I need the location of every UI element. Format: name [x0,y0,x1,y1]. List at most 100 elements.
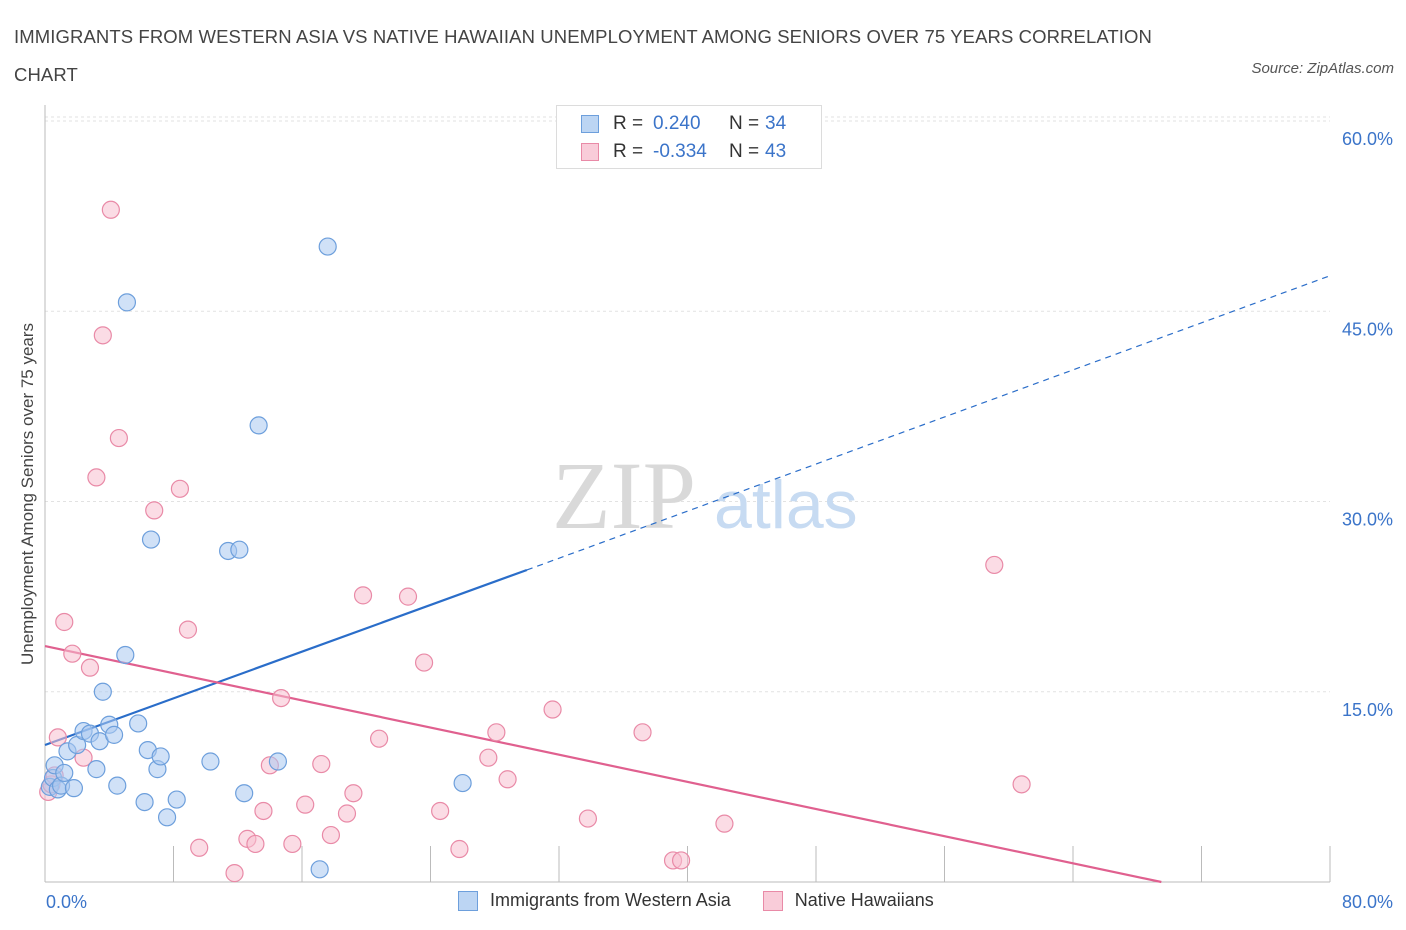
data-point-immigrants [235,784,254,803]
data-point-hawaiians [633,723,652,742]
data-point-hawaiians [80,658,100,677]
data-point-hawaiians [321,825,341,845]
data-point-immigrants [117,293,137,312]
legend-item-immigrants: Immigrants from Western Asia [458,890,731,911]
data-point-hawaiians [296,795,315,814]
data-point-hawaiians [272,688,291,708]
legend-n-label: N = [729,113,760,134]
data-point-hawaiians [170,479,190,498]
data-point-hawaiians [101,200,120,219]
data-point-hawaiians [254,801,273,821]
axes [44,105,1331,883]
data-point-immigrants [249,416,268,435]
x-tick-label: 80.0% [1342,892,1393,912]
data-point-hawaiians [578,809,598,828]
data-point-hawaiians [671,851,691,870]
data-point-immigrants [87,760,106,779]
data-point-immigrants [310,860,329,879]
data-point-immigrants [93,682,112,701]
data-point-hawaiians [414,653,434,672]
watermark: ZIP atlas [552,442,858,549]
data-point-immigrants [230,540,249,559]
x-tick-label: 0.0% [46,892,87,912]
data-point-hawaiians [109,428,128,448]
data-point-hawaiians [63,644,82,663]
data-point-immigrants [129,714,148,733]
legend-r-value: -0.334 [653,141,707,162]
data-point-hawaiians [283,834,302,854]
data-point-hawaiians [498,770,517,789]
data-point-hawaiians [312,754,331,774]
data-point-immigrants [104,725,124,744]
source-note: Source: ZipAtlas.com [1251,60,1394,77]
trend-lines [44,275,1331,884]
data-point-immigrants [201,752,220,771]
trend-line-immigrants [44,568,528,747]
data-point-hawaiians [450,839,469,859]
data-point-hawaiians [398,587,418,606]
y-tick-label: 45.0% [1342,319,1393,339]
data-point-hawaiians [353,586,373,605]
data-point-immigrants [318,237,337,256]
legend-row-immigrants: R = 0.240 N = 34 [581,111,786,137]
data-point-hawaiians [985,555,1004,575]
data-point-hawaiians [431,801,450,821]
series-legend: Immigrants from Western Asia Native Hawa… [458,890,966,911]
y-tick-label: 15.0% [1342,700,1393,720]
correlation-legend: R = 0.240 N = 34 R = -0.334 N = 43 [556,105,822,169]
data-point-immigrants [268,752,288,771]
tick-labels: 15.0% 30.0% 45.0% 60.0% 0.0% 80.0% [46,129,1393,912]
data-point-immigrants [453,773,472,793]
legend-item-hawaiians: Native Hawaiians [762,890,934,911]
legend-r-label: R = [613,113,644,134]
data-point-immigrants [167,790,186,809]
legend-n-label: N = [729,141,760,162]
data-point-hawaiians [178,620,198,639]
legend-swatch-blue [581,115,599,133]
data-point-immigrants [151,747,170,766]
data-point-hawaiians [190,838,209,857]
data-point-immigrants [116,645,135,665]
legend-swatch-pink [581,143,599,161]
data-point-hawaiians [370,729,389,748]
data-point-hawaiians [344,784,363,803]
legend-swatch-pink [762,890,783,911]
data-point-hawaiians [543,700,562,719]
data-point-immigrants [64,779,84,798]
data-point-hawaiians [93,326,112,345]
legend-row-hawaiians: R = -0.334 N = 43 [581,139,786,165]
legend-r-value: 0.240 [653,113,701,134]
data-point-immigrants [157,808,177,827]
data-point-hawaiians [1012,775,1031,794]
data-point-immigrants [135,792,154,812]
legend-label-hawaiians: Native Hawaiians [794,890,934,910]
data-point-hawaiians [487,723,506,742]
y-tick-label: 60.0% [1342,129,1393,149]
grid-lines [45,116,1330,693]
legend-n-value: 34 [765,113,787,134]
data-point-hawaiians [715,814,734,833]
trend-line-hawaiians [44,645,1162,884]
data-point-hawaiians [246,834,265,854]
chart-title: IMMIGRANTS FROM WESTERN ASIA VS NATIVE H… [14,26,1153,85]
legend-n-value: 43 [765,141,787,162]
watermark-zip: ZIP [552,442,696,549]
legend-swatch-blue [458,890,478,911]
data-point-hawaiians [225,864,244,883]
data-point-hawaiians [479,748,498,767]
watermark-atlas: atlas [714,467,858,543]
data-point-immigrants [55,763,74,783]
y-axis-label: Unemployment Among Seniors over 75 years [18,322,37,666]
legend-r-label: R = [613,141,644,162]
data-point-hawaiians [337,804,357,823]
data-point-immigrants [108,776,127,795]
data-points [39,200,1031,883]
legend-label-immigrants: Immigrants from Western Asia [490,890,731,910]
data-point-hawaiians [145,501,164,520]
data-point-hawaiians [48,728,67,747]
data-point-hawaiians [55,612,74,632]
data-point-immigrants [141,530,161,549]
y-tick-label: 30.0% [1342,510,1393,530]
data-point-hawaiians [87,468,106,487]
